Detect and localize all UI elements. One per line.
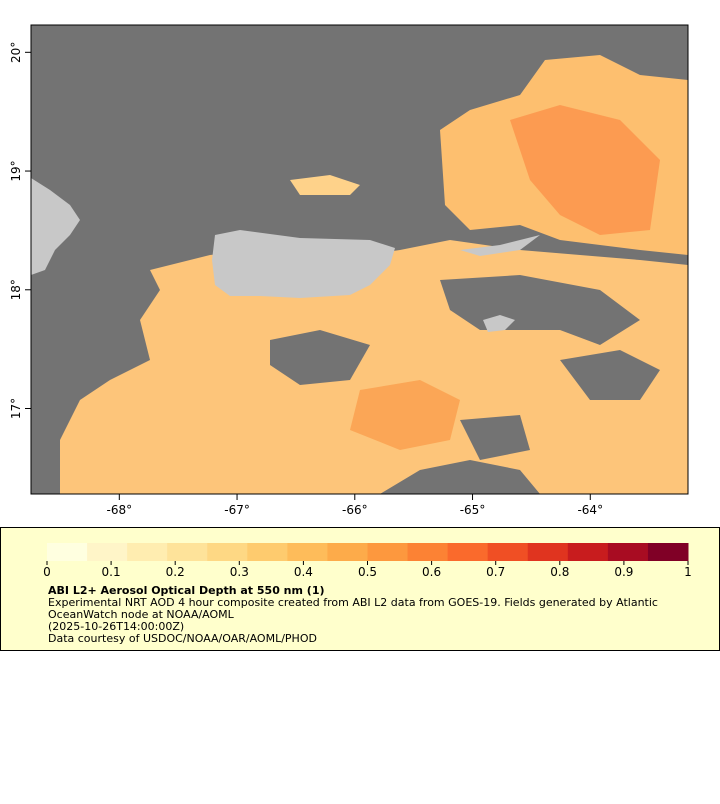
- colorbar: 0 0.1 0.2 0.3 0.4 0.5 0.6 0.7 0.8 0.9 1: [43, 543, 692, 579]
- colorbar-tick-label: 0.2: [166, 565, 185, 579]
- colorbar-swatch: [167, 543, 208, 561]
- colorbar-swatch: [367, 543, 409, 561]
- colorbar-swatch: [47, 543, 88, 561]
- y-tick-label: 17°: [9, 398, 23, 419]
- description-line: Data courtesy of USDOC/NOAA/OAR/AOML/PHO…: [48, 632, 317, 645]
- no-data-region: [460, 415, 530, 460]
- colorbar-swatch: [647, 543, 689, 561]
- x-tick-label: -67°: [224, 503, 250, 517]
- land-virgin-islands: [460, 235, 540, 256]
- x-tick-label: -65°: [460, 503, 486, 517]
- colorbar-tick-label: 0.1: [102, 565, 121, 579]
- y-tick-label: 19°: [9, 160, 23, 181]
- map: [30, 24, 689, 495]
- no-data-region: [270, 330, 370, 385]
- aerosol-region: [290, 175, 360, 195]
- colorbar-tick-label: 0.5: [358, 565, 377, 579]
- colorbar-swatch: [327, 543, 368, 561]
- colorbar-title: ABI L2+ Aerosol Optical Depth at 550 nm …: [48, 584, 325, 597]
- colorbar-swatch: [567, 543, 609, 561]
- land-puerto-rico: [212, 230, 395, 298]
- x-tick-label: -68°: [107, 503, 133, 517]
- colorbar-swatch: [87, 543, 128, 561]
- land-st-croix: [483, 315, 515, 332]
- description-line: (2025-10-26T14:00:00Z): [48, 620, 184, 633]
- colorbar-swatch: [247, 543, 288, 561]
- colorbar-swatch: [407, 543, 449, 561]
- aerosol-region: [350, 380, 460, 450]
- colorbar-tick-label: 0.8: [550, 565, 569, 579]
- colorbar-swatch: [607, 543, 649, 561]
- axes: -68° -67° -66° -65° -64° 17° 18° 19° 20°: [9, 42, 603, 517]
- description-line: Experimental NRT AOD 4 hour composite cr…: [48, 596, 658, 609]
- colorbar-tick-label: 0.6: [422, 565, 441, 579]
- y-tick-label: 20°: [9, 42, 23, 63]
- colorbar-swatch: [487, 543, 529, 561]
- colorbar-swatch: [207, 543, 248, 561]
- colorbar-swatch: [287, 543, 328, 561]
- colorbar-tick-label: 0.4: [294, 565, 313, 579]
- x-tick-label: -66°: [342, 503, 368, 517]
- no-data-region: [560, 350, 660, 400]
- land-hispaniola: [31, 178, 80, 275]
- colorbar-tick-label: 0: [43, 565, 51, 579]
- colorbar-tick-label: 0.9: [614, 565, 633, 579]
- colorbar-tick-label: 1: [684, 565, 692, 579]
- colorbar-swatch: [527, 543, 569, 561]
- colorbar-tick-label: 0.7: [486, 565, 505, 579]
- y-tick-label: 18°: [9, 279, 23, 300]
- description-line: OceanWatch node at NOAA/AOML: [48, 608, 235, 621]
- x-tick-label: -64°: [577, 503, 603, 517]
- aerosol-region: [510, 105, 660, 235]
- colorbar-swatch: [127, 543, 168, 561]
- colorbar-swatch: [447, 543, 489, 561]
- colorbar-tick-label: 0.3: [230, 565, 249, 579]
- map-frame: [30, 24, 689, 495]
